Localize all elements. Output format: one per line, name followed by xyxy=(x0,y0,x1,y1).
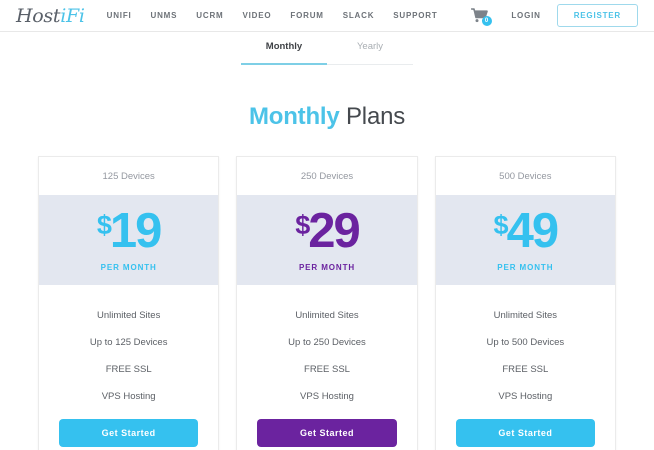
plan-feature-item: VPS Hosting xyxy=(300,391,354,403)
plan-card: 500 Devices $49 PER MONTH Unlimited Site… xyxy=(434,156,616,450)
plan-price-period: PER MONTH xyxy=(298,263,356,273)
plan-cta-wrap: Get Started xyxy=(436,410,615,450)
plan-price: $49 xyxy=(493,204,560,258)
plan-feature-item: VPS Hosting xyxy=(498,391,553,403)
nav-item-forum[interactable]: FORUM xyxy=(290,11,324,20)
cart-count-badge: 0 xyxy=(481,15,492,26)
plan-features-list: Unlimited Sites Up to 500 Devices FREE S… xyxy=(436,285,615,410)
nav-item-ucrm[interactable]: UCRM xyxy=(196,11,224,20)
plan-price-value: 19 xyxy=(109,204,162,258)
plan-card: 250 Devices $29 PER MONTH Unlimited Site… xyxy=(236,156,418,450)
site-header: HostiFi UNIFI UNMS UCRM VIDEO FORUM SLAC… xyxy=(0,0,654,32)
plan-features-list: Unlimited Sites Up to 250 Devices FREE S… xyxy=(237,285,416,410)
plan-name: 125 Devices xyxy=(39,157,219,195)
plan-price-block: $19 PER MONTH xyxy=(39,195,219,286)
plan-price: $29 xyxy=(295,204,361,258)
billing-period-tabs: Monthly Yearly xyxy=(241,41,413,65)
plan-features-list: Unlimited Sites Up to 125 Devices FREE S… xyxy=(39,285,218,410)
page-title-rest: Plans xyxy=(339,103,406,130)
tab-yearly[interactable]: Yearly xyxy=(327,41,413,65)
plan-name: 500 Devices xyxy=(435,157,615,195)
plan-cta-wrap: Get Started xyxy=(237,410,416,450)
plan-price-currency: $ xyxy=(493,210,509,240)
plan-feature-item: Unlimited Sites xyxy=(493,310,557,322)
plan-price: $19 xyxy=(96,204,163,258)
plan-name: 250 Devices xyxy=(237,157,417,195)
plan-feature-item: Up to 500 Devices xyxy=(486,337,565,349)
nav-item-unifi[interactable]: UNIFI xyxy=(106,11,132,20)
plan-card: 125 Devices $19 PER MONTH Unlimited Site… xyxy=(38,156,220,450)
login-link[interactable]: LOGIN xyxy=(511,11,541,20)
nav-item-slack[interactable]: SLACK xyxy=(342,11,375,20)
get-started-button[interactable]: Get Started xyxy=(59,419,199,448)
plan-price-value: 29 xyxy=(308,204,360,258)
plan-price-currency: $ xyxy=(295,210,310,240)
main-navigation: UNIFI UNMS UCRM VIDEO FORUM SLACK SUPPOR… xyxy=(106,7,492,26)
get-started-button[interactable]: Get Started xyxy=(257,419,397,448)
plan-cta-wrap: Get Started xyxy=(39,410,218,450)
plan-price-period: PER MONTH xyxy=(100,263,157,273)
plan-price-period: PER MONTH xyxy=(497,263,554,273)
plan-feature-item: Up to 125 Devices xyxy=(89,337,168,349)
plan-price-block: $49 PER MONTH xyxy=(435,195,615,286)
tab-monthly[interactable]: Monthly xyxy=(241,41,327,65)
plan-price-block: $29 PER MONTH xyxy=(237,195,417,286)
plan-price-value: 49 xyxy=(506,204,559,258)
plan-feature-item: Unlimited Sites xyxy=(295,310,359,322)
plan-feature-item: VPS Hosting xyxy=(101,391,156,403)
nav-item-video[interactable]: VIDEO xyxy=(242,11,272,20)
plan-price-currency: $ xyxy=(96,210,112,240)
plan-feature-item: Up to 250 Devices xyxy=(288,337,366,349)
plan-feature-item: FREE SSL xyxy=(304,364,350,376)
pricing-plans-grid: 125 Devices $19 PER MONTH Unlimited Site… xyxy=(0,156,654,450)
cart-button[interactable]: 0 xyxy=(470,7,492,26)
nav-item-unms[interactable]: UNMS xyxy=(150,11,178,20)
plan-feature-item: FREE SSL xyxy=(105,364,152,376)
nav-item-support[interactable]: SUPPORT xyxy=(393,11,438,20)
page-title-accent: Monthly xyxy=(248,103,340,130)
page-title: Monthly Plans xyxy=(0,103,654,131)
plan-feature-item: Unlimited Sites xyxy=(96,310,161,322)
plan-feature-item: FREE SSL xyxy=(502,364,549,376)
get-started-button[interactable]: Get Started xyxy=(455,419,595,448)
billing-period-tabs-row: Monthly Yearly xyxy=(0,41,654,65)
site-logo[interactable]: HostiFi xyxy=(16,5,85,27)
register-button[interactable]: REGISTER xyxy=(556,4,638,27)
header-actions: LOGIN REGISTER xyxy=(511,4,638,27)
logo-text-primary: Host xyxy=(16,4,61,27)
logo-text-accent: iFi xyxy=(60,4,85,27)
